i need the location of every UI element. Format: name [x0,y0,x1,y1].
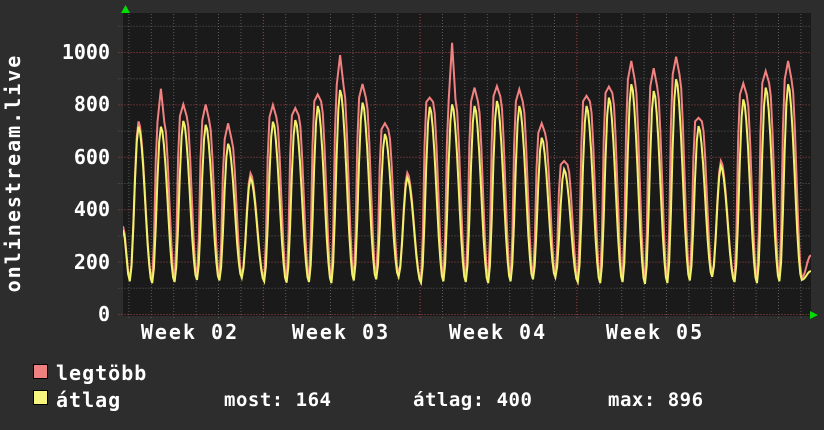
x-axis-label-week-05: Week 05 [605,320,705,344]
chart-title-vertical: onlinestream.live [1,53,25,293]
atlag-series-line [123,78,811,287]
atlag-legend-label: átlag [56,388,122,412]
legtobb-legend-label: legtöbb [56,361,148,385]
y-axis-label-600: 600 [73,145,110,169]
stat-atlag: átlag: 400 [413,389,533,411]
y-axis-label-400: 400 [73,197,110,221]
x-axis-label-week-03: Week 03 [291,320,391,344]
x-axis-arrow-right-icon [810,311,818,319]
x-axis-label-week-02: Week 02 [140,320,240,344]
y-axis-label-1000: 1000 [61,40,110,64]
legtobb-legend-swatch [33,364,48,379]
x-axis-label-week-04: Week 04 [448,320,548,344]
stat-most: most: 164 [224,389,332,411]
y-axis-label-800: 800 [73,92,110,116]
y-axis-label-200: 200 [73,250,110,274]
y-axis-arrow-up-icon [121,5,130,13]
legtobb-series-line [123,42,811,282]
stat-max: max: 896 [608,389,704,411]
y-axis-label-0: 0 [97,302,110,326]
atlag-legend-swatch [33,390,48,405]
